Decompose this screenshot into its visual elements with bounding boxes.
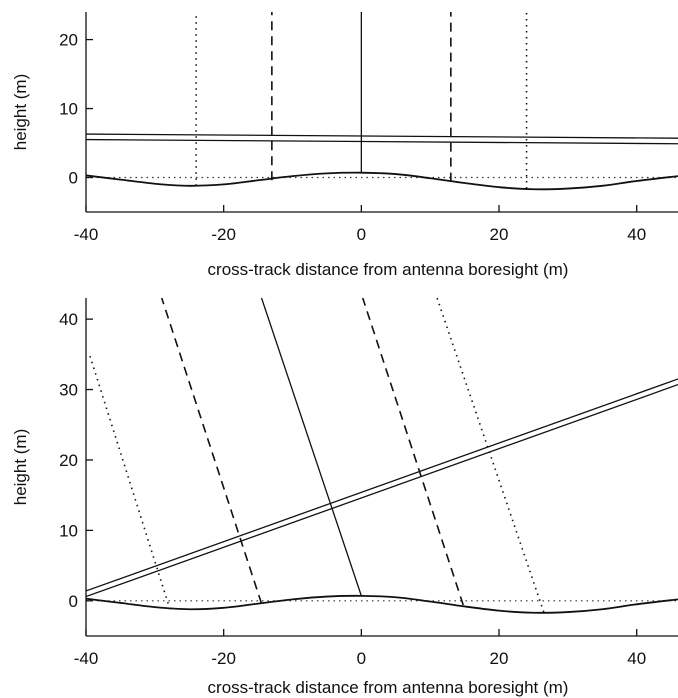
x-tick-label: -20 xyxy=(211,649,236,668)
x-tick-label: 20 xyxy=(490,225,509,244)
surface-profile-curve xyxy=(86,171,678,191)
beam-line-solid-0 xyxy=(260,297,362,597)
antenna-line-0 xyxy=(86,378,678,592)
top-y-axis-title: height (m) xyxy=(11,74,30,151)
bottom-x-axis-title: cross-track distance from antenna boresi… xyxy=(208,678,569,697)
y-tick-label: 10 xyxy=(59,100,78,119)
antenna-line-1 xyxy=(86,384,678,598)
x-tick-label: 0 xyxy=(357,225,366,244)
x-tick-label: 40 xyxy=(627,649,646,668)
top-plot-area xyxy=(86,12,678,191)
bottom-y-ticks: 0 10 20 30 40 xyxy=(59,310,93,611)
antenna-line-0 xyxy=(86,133,678,139)
beam-line-dotted-4 xyxy=(436,297,545,613)
y-tick-label: 30 xyxy=(59,381,78,400)
surface-profile-curve xyxy=(86,594,678,614)
y-tick-label: 0 xyxy=(69,169,78,188)
x-tick-label: 40 xyxy=(627,225,646,244)
x-tick-label: -40 xyxy=(74,225,99,244)
bottom-x-ticks: -40 -20 0 20 40 xyxy=(74,629,646,668)
beam-line-dotted-3 xyxy=(88,354,171,610)
top-y-ticks: 0 10 20 xyxy=(59,31,93,188)
bottom-panel: -40 -20 0 20 40 0 10 20 30 40 cross-track distan… xyxy=(11,297,678,697)
x-tick-label: -20 xyxy=(211,225,236,244)
x-tick-label: 0 xyxy=(357,649,366,668)
beam-line-dashed-1 xyxy=(160,297,263,604)
y-tick-label: 10 xyxy=(59,521,78,540)
antenna-line-1 xyxy=(86,138,678,145)
bottom-y-axis-title: height (m) xyxy=(11,429,30,506)
bottom-plot-area xyxy=(86,297,678,614)
y-tick-label: 40 xyxy=(59,310,78,329)
top-x-axis-title: cross-track distance from antenna boresi… xyxy=(208,260,569,279)
top-x-ticks: -40 -20 0 20 40 xyxy=(74,205,646,244)
top-panel: -40 -20 0 20 40 0 10 20 cross-track distance f… xyxy=(11,12,678,279)
y-tick-label: 20 xyxy=(59,31,78,50)
y-tick-label: 20 xyxy=(59,451,78,470)
beam-line-dashed-2 xyxy=(361,297,464,606)
y-tick-label: 0 xyxy=(69,592,78,611)
x-tick-label: -40 xyxy=(74,649,99,668)
x-tick-label: 20 xyxy=(490,649,509,668)
